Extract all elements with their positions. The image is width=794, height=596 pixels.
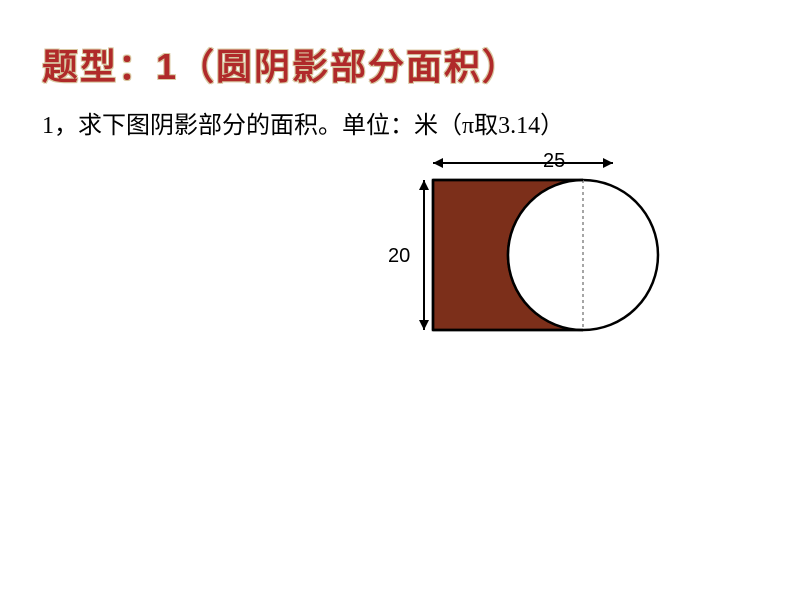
dimension-width-label: 25 bbox=[543, 150, 565, 173]
page-title: 题型：1（圆阴影部分面积） bbox=[42, 38, 520, 90]
diagram-svg bbox=[388, 150, 708, 350]
dimension-height-label: 20 bbox=[388, 245, 410, 268]
geometry-diagram: 25 20 bbox=[388, 150, 708, 350]
problem-text: 1，求下图阴影部分的面积。单位：米（π取3.14） bbox=[42, 105, 564, 140]
